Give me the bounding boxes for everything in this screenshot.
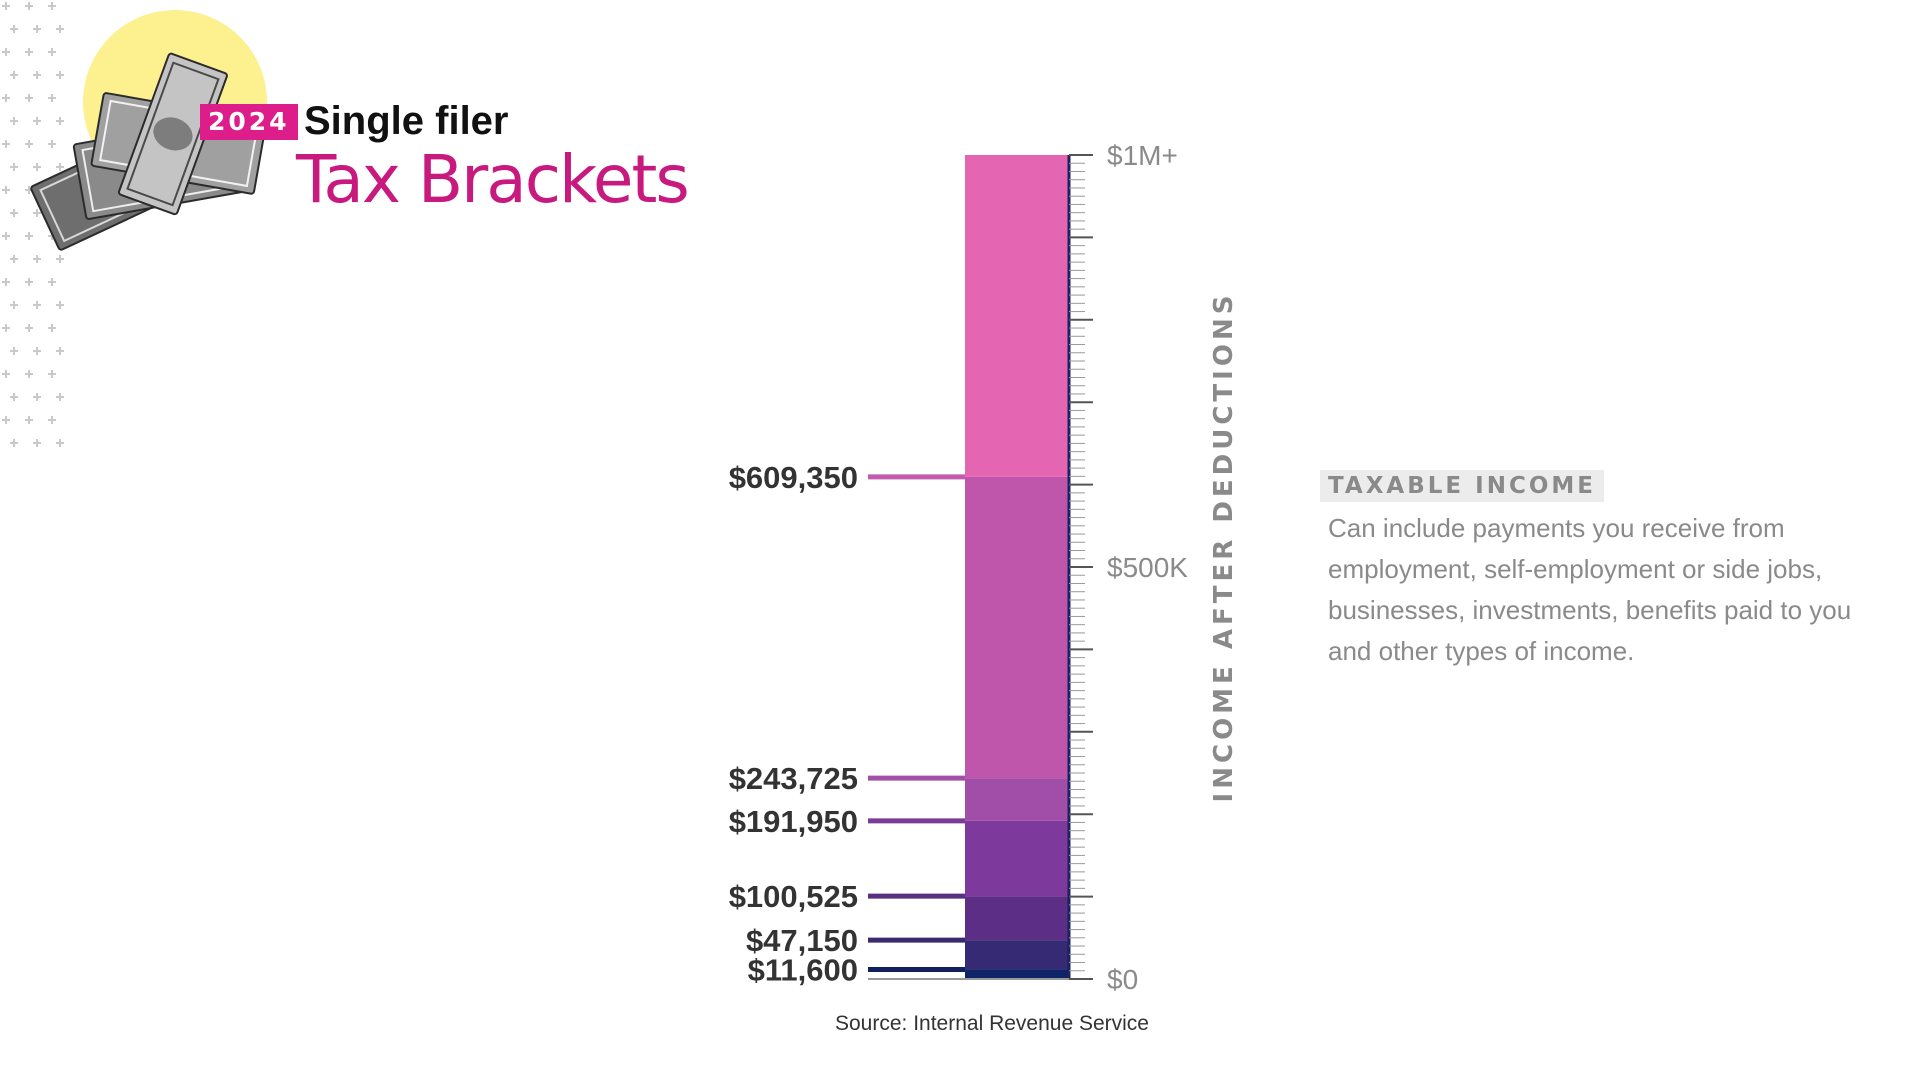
plus-mark bbox=[48, 370, 56, 378]
bracket-segment bbox=[965, 969, 1068, 979]
plus-mark bbox=[48, 2, 56, 10]
definition-heading: TAXABLE INCOME bbox=[1320, 470, 1604, 502]
plus-mark bbox=[56, 25, 64, 33]
plus-mark bbox=[25, 48, 33, 56]
plus-mark bbox=[2, 416, 10, 424]
threshold-label: $100,525 bbox=[729, 879, 858, 914]
threshold-label: $609,350 bbox=[729, 460, 858, 495]
plus-mark bbox=[2, 140, 10, 148]
plus-mark bbox=[10, 439, 18, 447]
plus-mark bbox=[48, 140, 56, 148]
plus-mark bbox=[25, 140, 33, 148]
plus-mark bbox=[56, 393, 64, 401]
plus-mark bbox=[25, 416, 33, 424]
plus-mark bbox=[33, 255, 41, 263]
plus-mark bbox=[48, 324, 56, 332]
y-axis-label: INCOME AFTER DEDUCTIONS bbox=[1209, 292, 1239, 803]
plus-mark bbox=[10, 301, 18, 309]
bracket-segment bbox=[965, 476, 1068, 779]
plus-mark bbox=[10, 117, 18, 125]
plus-mark bbox=[10, 347, 18, 355]
threshold-label: $191,950 bbox=[729, 804, 858, 839]
plus-mark bbox=[33, 393, 41, 401]
plus-mark bbox=[33, 209, 41, 217]
plus-mark bbox=[56, 301, 64, 309]
axis-scale: $0 $500K $1M+ bbox=[868, 140, 1188, 995]
plus-mark bbox=[56, 439, 64, 447]
year-badge: 2024 bbox=[200, 104, 298, 140]
y-tick-label: $1M+ bbox=[1107, 140, 1178, 171]
plus-mark bbox=[25, 370, 33, 378]
plus-mark bbox=[33, 301, 41, 309]
plus-mark bbox=[48, 48, 56, 56]
plus-mark bbox=[2, 48, 10, 56]
plus-mark bbox=[2, 2, 10, 10]
plus-mark bbox=[48, 416, 56, 424]
plus-mark bbox=[10, 163, 18, 171]
plus-mark bbox=[48, 94, 56, 102]
y-tick-label: $0 bbox=[1107, 964, 1138, 995]
chart-title: Tax Brackets bbox=[296, 141, 690, 218]
plus-mark bbox=[10, 25, 18, 33]
plus-mark bbox=[25, 2, 33, 10]
plus-mark bbox=[56, 117, 64, 125]
plus-mark bbox=[56, 163, 64, 171]
plus-mark bbox=[56, 71, 64, 79]
plus-mark bbox=[56, 255, 64, 263]
bracket-segment bbox=[965, 940, 1068, 970]
plus-mark bbox=[33, 439, 41, 447]
bracket-segment bbox=[965, 820, 1068, 897]
plus-mark bbox=[33, 347, 41, 355]
plus-mark bbox=[33, 71, 41, 79]
plus-mark bbox=[25, 324, 33, 332]
plus-mark bbox=[10, 393, 18, 401]
plus-mark bbox=[10, 209, 18, 217]
plus-pattern-decoration bbox=[2, 2, 64, 447]
definition-body: Can include payments you receive from em… bbox=[1328, 513, 1852, 666]
bracket-segment bbox=[965, 896, 1068, 941]
bracket-segments bbox=[965, 155, 1068, 979]
plus-mark bbox=[2, 232, 10, 240]
plus-mark bbox=[2, 186, 10, 194]
plus-mark bbox=[56, 347, 64, 355]
bracket-segment bbox=[965, 155, 1068, 477]
plus-mark bbox=[2, 94, 10, 102]
plus-mark bbox=[33, 163, 41, 171]
threshold-label: $11,600 bbox=[748, 952, 858, 987]
plus-mark bbox=[10, 71, 18, 79]
plus-mark bbox=[2, 324, 10, 332]
plus-mark bbox=[25, 94, 33, 102]
filer-type-label: Single filer bbox=[304, 99, 509, 143]
plus-mark bbox=[2, 278, 10, 286]
plus-mark bbox=[10, 255, 18, 263]
plus-mark bbox=[25, 232, 33, 240]
threshold-markers: $609,350 $243,725 $191,950 $100,525 $47,150$… bbox=[729, 460, 965, 987]
plus-mark bbox=[25, 278, 33, 286]
source-note: Source: Internal Revenue Service bbox=[834, 1012, 1149, 1035]
y-tick-label: $500K bbox=[1107, 552, 1188, 583]
plus-mark bbox=[48, 278, 56, 286]
plus-mark bbox=[33, 117, 41, 125]
definition-panel: TAXABLE INCOME Can include payments you … bbox=[1320, 470, 1880, 672]
threshold-label: $47,150 bbox=[746, 923, 858, 958]
threshold-label: $243,725 bbox=[729, 761, 858, 796]
bracket-segment bbox=[965, 778, 1068, 821]
plus-mark bbox=[2, 370, 10, 378]
plus-mark bbox=[33, 25, 41, 33]
